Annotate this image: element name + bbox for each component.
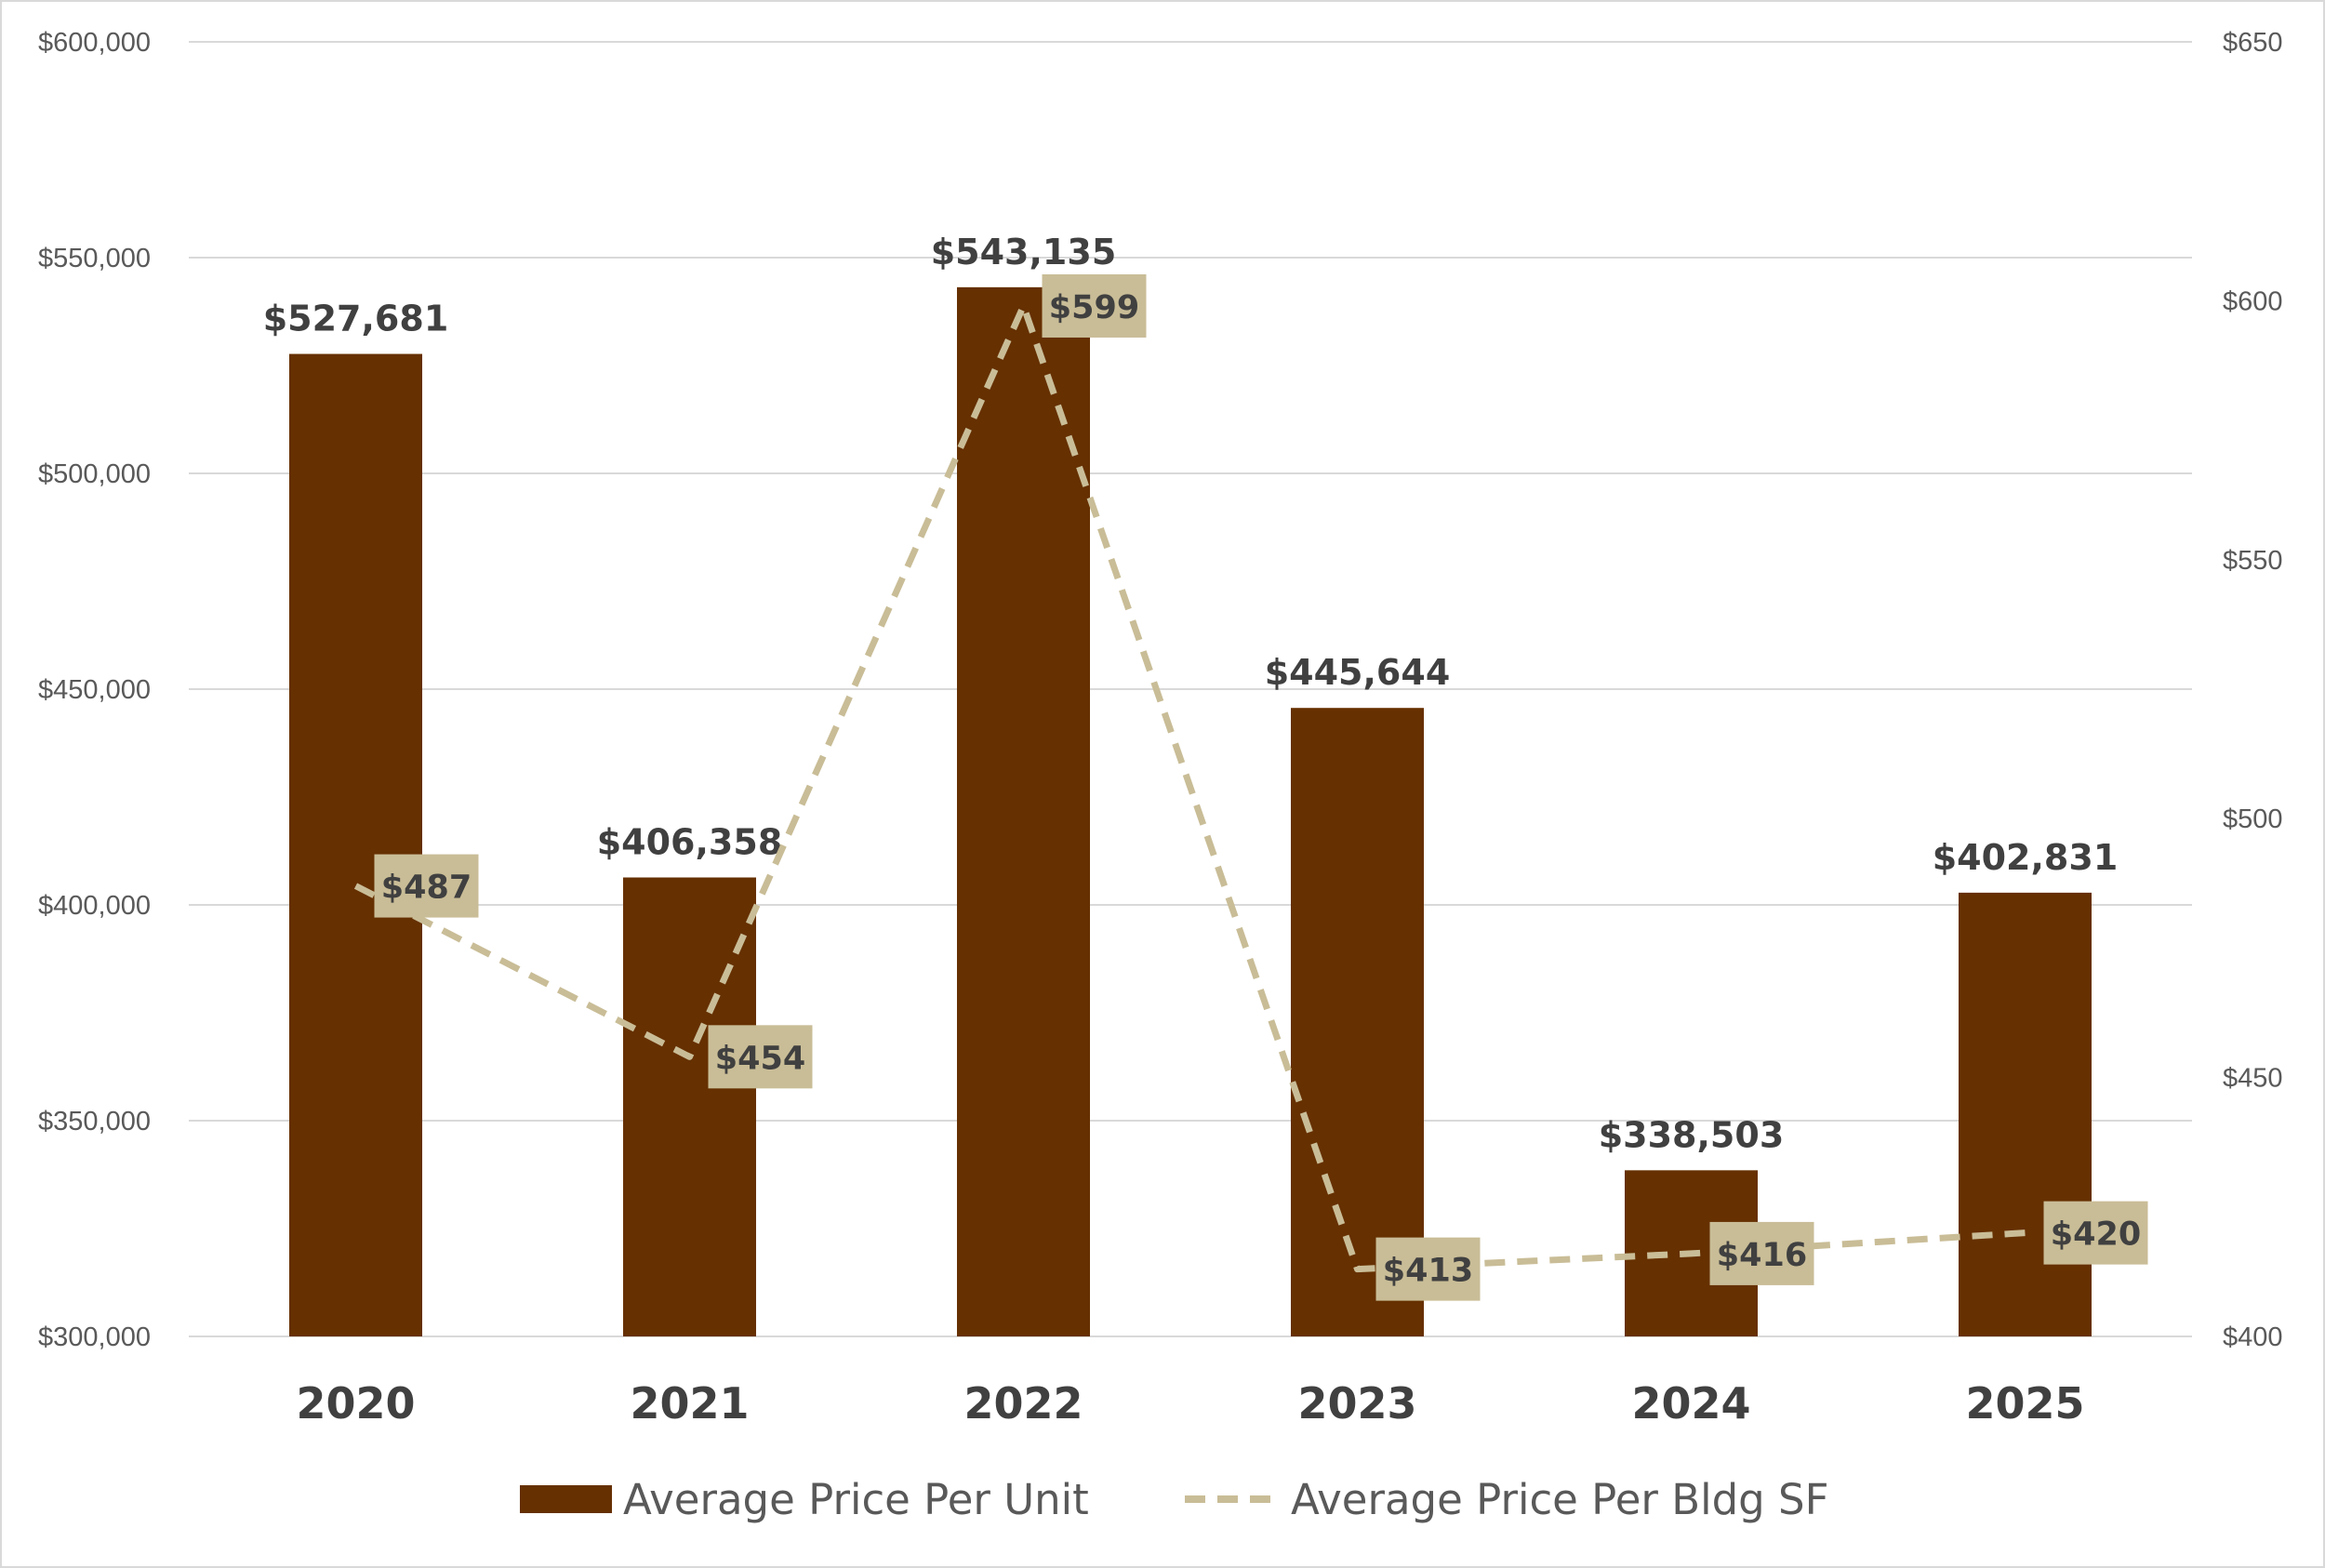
left-tick-label: $600,000 xyxy=(38,28,151,58)
bar-data-label: $445,644 xyxy=(1265,652,1451,693)
right-tick-label: $650 xyxy=(2223,28,2283,58)
x-tick-label: 2021 xyxy=(630,1378,749,1428)
left-tick-label: $500,000 xyxy=(38,459,151,489)
line-label-box xyxy=(374,854,479,918)
bars xyxy=(289,286,2092,1336)
line-data-label: $599 xyxy=(1049,289,1139,326)
line-label-box xyxy=(1042,273,1147,338)
line-label-box xyxy=(1375,1237,1481,1301)
left-tick-label: $300,000 xyxy=(38,1322,151,1352)
bar-data-label: $527,681 xyxy=(263,299,449,339)
right-tick-label: $600 xyxy=(2223,286,2283,316)
legend-swatch-bar xyxy=(520,1485,612,1513)
line-data-labels: $487 $454 $599 $413 $416 $420 xyxy=(374,273,2148,1301)
line-data-label: $420 xyxy=(2051,1216,2141,1254)
line-label-box xyxy=(2043,1201,2148,1265)
right-tick-label: $550 xyxy=(2223,546,2283,576)
bar-data-label: $543,135 xyxy=(931,232,1117,272)
bar xyxy=(1959,892,2092,1336)
right-tick-label: $400 xyxy=(2223,1322,2283,1352)
line-label-box xyxy=(1709,1221,1814,1285)
left-axis-ticks: $300,000 $350,000 $400,000 $450,000 $500,000… xyxy=(38,28,151,1352)
bar-data-label: $402,831 xyxy=(1933,837,2119,878)
legend-label-line: Average Price Per Bldg SF xyxy=(1291,1475,1828,1524)
bar xyxy=(1291,708,1424,1336)
line-data-label: $454 xyxy=(715,1040,805,1077)
line-data-label: $413 xyxy=(1383,1253,1473,1290)
gridlines xyxy=(189,41,2192,1337)
left-tick-label: $550,000 xyxy=(38,244,151,273)
bar xyxy=(957,286,1090,1336)
left-tick-label: $450,000 xyxy=(38,675,151,705)
line-data-label: $416 xyxy=(1717,1237,1807,1274)
x-tick-label: 2020 xyxy=(296,1378,415,1428)
left-tick-label: $400,000 xyxy=(38,891,151,921)
bar-data-labels: $527,681 $406,358 $543,135 $445,644 $338,503… xyxy=(263,232,2119,1155)
right-tick-label: $450 xyxy=(2223,1064,2283,1094)
bar-data-label: $338,503 xyxy=(1599,1114,1785,1155)
bar xyxy=(289,353,422,1336)
bar-data-label: $406,358 xyxy=(597,821,783,862)
right-axis-ticks: $400 $450 $500 $550 $600 $650 xyxy=(2223,28,2283,1352)
bar xyxy=(623,877,756,1336)
legend: Average Price Per Unit Average Price Per… xyxy=(520,1475,1828,1524)
right-tick-label: $500 xyxy=(2223,804,2283,834)
x-tick-label: 2024 xyxy=(1631,1378,1750,1428)
legend-label-bar: Average Price Per Unit xyxy=(623,1475,1089,1524)
x-tick-label: 2025 xyxy=(1965,1378,2084,1428)
x-axis-ticks: 2020 2021 2022 2023 2024 2025 xyxy=(296,1378,2084,1428)
line-data-label: $487 xyxy=(381,870,472,907)
left-tick-label: $350,000 xyxy=(38,1107,151,1136)
line-label-box xyxy=(708,1025,813,1089)
x-tick-label: 2022 xyxy=(963,1378,1083,1428)
x-tick-label: 2023 xyxy=(1297,1378,1416,1428)
